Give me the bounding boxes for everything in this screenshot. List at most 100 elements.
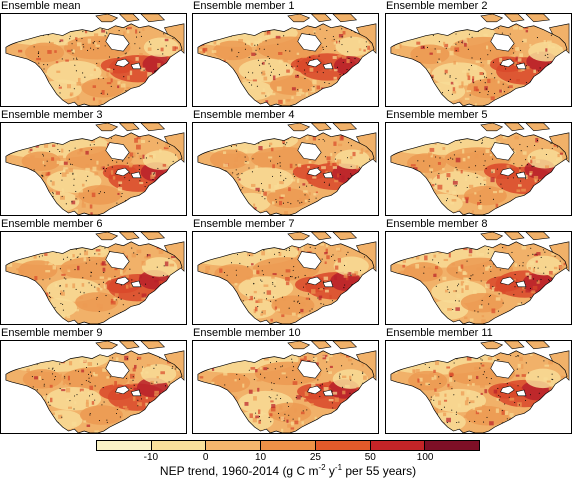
trend-speckle (484, 86, 488, 91)
trend-speckle (433, 96, 438, 100)
significance-dot (456, 195, 459, 197)
trend-speckle (504, 411, 509, 416)
trend-speckle (553, 292, 557, 295)
trend-speckle (230, 373, 234, 376)
trend-speckle (37, 313, 40, 318)
trend-speckle (125, 431, 129, 433)
significance-dot (347, 177, 349, 179)
significance-dot (330, 255, 333, 257)
significance-dot (348, 202, 350, 205)
significance-dot (245, 294, 247, 296)
trend-speckle (55, 42, 59, 45)
significance-dot (297, 276, 299, 278)
significance-dot (359, 269, 362, 271)
significance-dot (350, 145, 352, 147)
significance-dot (514, 286, 516, 288)
trend-speckle (28, 197, 31, 201)
significance-dot (265, 40, 267, 42)
significance-dot (537, 267, 539, 269)
trend-speckle (250, 252, 254, 257)
significance-dot (351, 415, 353, 417)
trend-speckle (174, 184, 179, 189)
significance-dot (527, 307, 529, 309)
trend-speckle (396, 362, 399, 366)
trend-speckle (530, 302, 534, 307)
map-frame (192, 340, 379, 434)
significance-dot (88, 282, 90, 284)
trend-speckle (95, 249, 101, 252)
significance-dot (274, 285, 276, 287)
trend-speckle (85, 150, 89, 155)
trend-speckle (339, 432, 343, 433)
significance-dot (441, 92, 444, 94)
trend-speckle (140, 67, 146, 72)
significance-dot (125, 90, 127, 92)
significance-dot (509, 33, 511, 35)
significance-dot (359, 188, 361, 190)
trend-speckle (142, 319, 147, 324)
significance-dot (477, 311, 479, 313)
trend-speckle (59, 432, 62, 433)
significance-dot (70, 259, 72, 261)
significance-dot (365, 46, 368, 48)
trend-speckle (293, 67, 296, 70)
coastline (197, 132, 375, 215)
trend-speckle (68, 254, 73, 258)
significance-dot (263, 28, 266, 30)
trend-speckle (499, 89, 503, 93)
significance-dot (481, 142, 483, 144)
trend-speckle (204, 419, 209, 423)
significance-dot (41, 371, 43, 373)
trend-speckle (467, 383, 470, 387)
significance-dot (526, 164, 528, 166)
trend-speckle (106, 72, 109, 77)
trend-speckle (250, 367, 256, 370)
significance-dot (161, 293, 163, 295)
significance-dot (41, 174, 43, 176)
trend-speckle (270, 318, 273, 322)
trend-speckle (65, 387, 71, 393)
trend-speckle (157, 63, 161, 68)
trend-speckle (466, 397, 469, 402)
significance-dot (554, 391, 557, 393)
trend-speckle (287, 424, 292, 428)
north-america-map (5, 14, 185, 106)
trend-speckle (325, 243, 329, 248)
trend-speckle (20, 270, 25, 273)
significance-dot (288, 414, 290, 416)
trend-speckle (333, 76, 337, 80)
significance-dot (489, 260, 491, 262)
trend-speckle (30, 155, 35, 158)
trend-speckle (135, 29, 138, 34)
north-america-map (390, 341, 570, 433)
significance-dot (363, 405, 365, 408)
trend-speckle (298, 242, 302, 247)
trend-speckle (443, 314, 448, 319)
trend-speckle (526, 413, 530, 417)
trend-speckle (401, 178, 405, 182)
significance-dot (153, 173, 155, 175)
trend-speckle (495, 54, 500, 57)
significance-dot (350, 85, 353, 87)
significance-dot (544, 251, 546, 253)
significance-dot (446, 286, 448, 288)
trend-speckle (309, 88, 313, 91)
significance-dot (280, 397, 282, 400)
trend-speckle (79, 189, 83, 193)
significance-dot (508, 396, 510, 398)
significance-dot (433, 399, 435, 401)
trend-speckle (523, 26, 529, 30)
trend-speckle (489, 306, 492, 311)
significance-dot (309, 246, 311, 248)
arctic-island (480, 341, 504, 350)
trend-speckle (302, 198, 305, 203)
significance-dot (525, 362, 527, 364)
trend-speckle (446, 190, 449, 193)
trend-speckle (558, 70, 562, 74)
significance-dot (62, 303, 64, 305)
trend-speckle (21, 89, 25, 93)
coastline (390, 23, 568, 106)
significance-dot (331, 313, 333, 315)
significance-dot (63, 290, 65, 292)
significance-dot (44, 90, 46, 92)
